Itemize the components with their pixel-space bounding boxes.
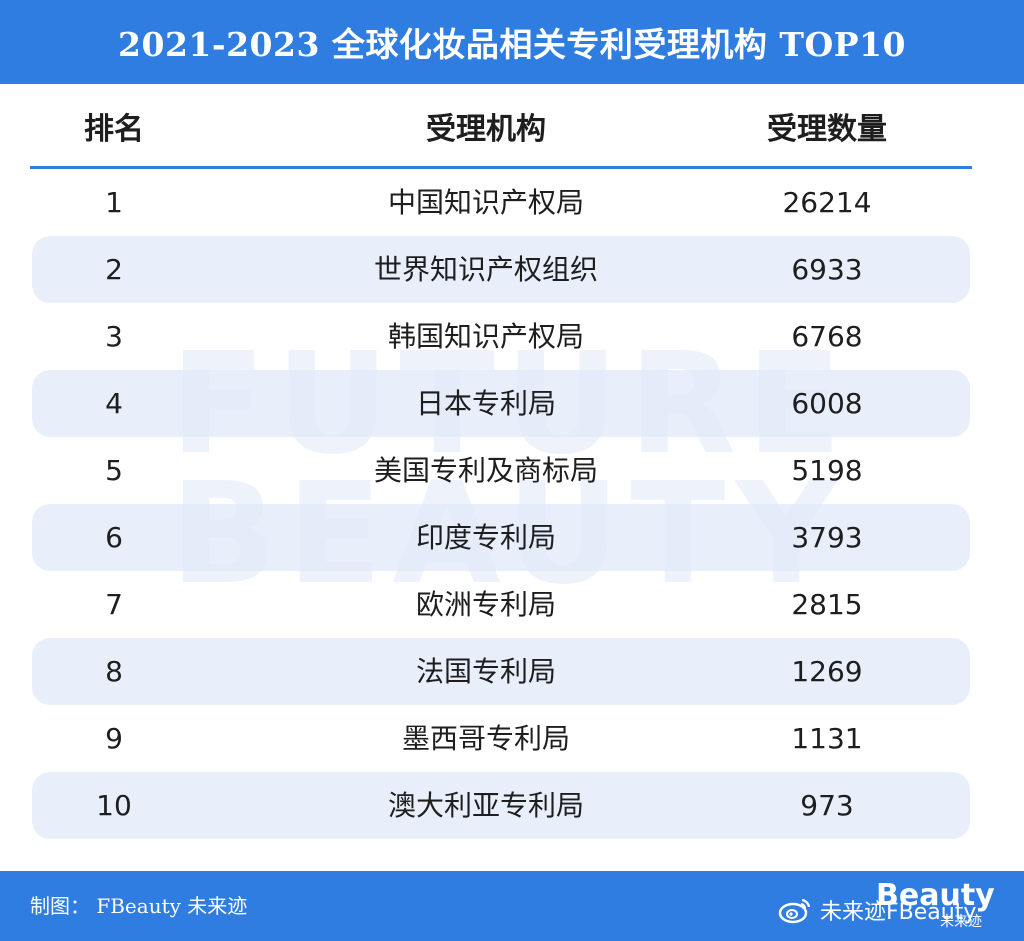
table-row: 8 法国专利局 1269 <box>30 638 972 705</box>
table-row: 9 墨西哥专利局 1131 <box>30 705 972 772</box>
rank-cell: 6 <box>105 521 123 554</box>
table-row: 6 印度专利局 3793 <box>30 504 972 571</box>
organization-cell: 欧洲专利局 <box>415 588 556 621</box>
rank-cell: 5 <box>105 454 123 487</box>
count-cell: 6768 <box>791 320 863 353</box>
rank-cell: 7 <box>105 588 123 621</box>
table-row: 2 世界知识产权组织 6933 <box>30 236 972 303</box>
ranking-table: 排名 受理机构 受理数量 1 中国知识产权局 26214 2 世界知识产权组织 … <box>30 90 972 839</box>
organization-cell: 世界知识产权组织 <box>373 253 598 286</box>
weibo-icon <box>778 896 812 924</box>
count-cell: 1131 <box>791 722 863 755</box>
table-row: 10 澳大利亚专利局 973 <box>30 772 972 839</box>
header-bar: 2021-2023 全球化妆品相关专利受理机构 TOP10 <box>0 0 1024 84</box>
weibo-watermark: 未来迹FBeauty <box>778 895 976 925</box>
count-cell: 26214 <box>782 186 872 219</box>
organization-cell: 印度专利局 <box>415 521 556 554</box>
weibo-handle: 未来迹FBeauty <box>820 900 977 925</box>
count-cell: 3793 <box>791 521 863 554</box>
column-header-rank: 排名 <box>84 112 144 147</box>
brand-logo-subtitle: 未来迹 <box>940 914 982 930</box>
table-row: 3 韩国知识产权局 6768 <box>30 303 972 370</box>
rank-cell: 1 <box>105 186 123 219</box>
organization-cell: 法国专利局 <box>415 655 556 688</box>
footer-bar: 制图： FBeauty 未来迹 Beauty 未来迹 未来迹FBeauty <box>0 871 1024 941</box>
column-header-organization: 受理机构 <box>426 112 546 147</box>
rank-cell: 10 <box>96 789 132 822</box>
count-cell: 6933 <box>791 253 863 286</box>
rank-cell: 8 <box>105 655 123 688</box>
table-header: 排名 受理机构 受理数量 <box>30 90 972 169</box>
count-cell: 6008 <box>791 387 863 420</box>
organization-cell: 韩国知识产权局 <box>387 320 584 353</box>
page-title: 2021-2023 全球化妆品相关专利受理机构 TOP10 <box>118 25 906 64</box>
table-row: 1 中国知识产权局 26214 <box>30 169 972 236</box>
count-cell: 973 <box>800 789 854 822</box>
chart-credit: 制图： FBeauty 未来迹 <box>30 894 248 918</box>
table-row: 4 日本专利局 6008 <box>30 370 972 437</box>
count-cell: 2815 <box>791 588 863 621</box>
organization-cell: 澳大利亚专利局 <box>387 789 584 822</box>
table-row: 5 美国专利及商标局 5198 <box>30 437 972 504</box>
column-header-count: 受理数量 <box>767 112 887 147</box>
organization-cell: 美国专利及商标局 <box>373 454 598 487</box>
organization-cell: 墨西哥专利局 <box>401 722 570 755</box>
table-row: 7 欧洲专利局 2815 <box>30 571 972 638</box>
rank-cell: 2 <box>105 253 123 286</box>
rank-cell: 9 <box>105 722 123 755</box>
rank-cell: 3 <box>105 320 123 353</box>
rank-cell: 4 <box>105 387 123 420</box>
organization-cell: 中国知识产权局 <box>387 186 584 219</box>
brand-logo: Beauty <box>876 878 995 913</box>
organization-cell: 日本专利局 <box>415 387 556 420</box>
count-cell: 5198 <box>791 454 863 487</box>
count-cell: 1269 <box>791 655 863 688</box>
